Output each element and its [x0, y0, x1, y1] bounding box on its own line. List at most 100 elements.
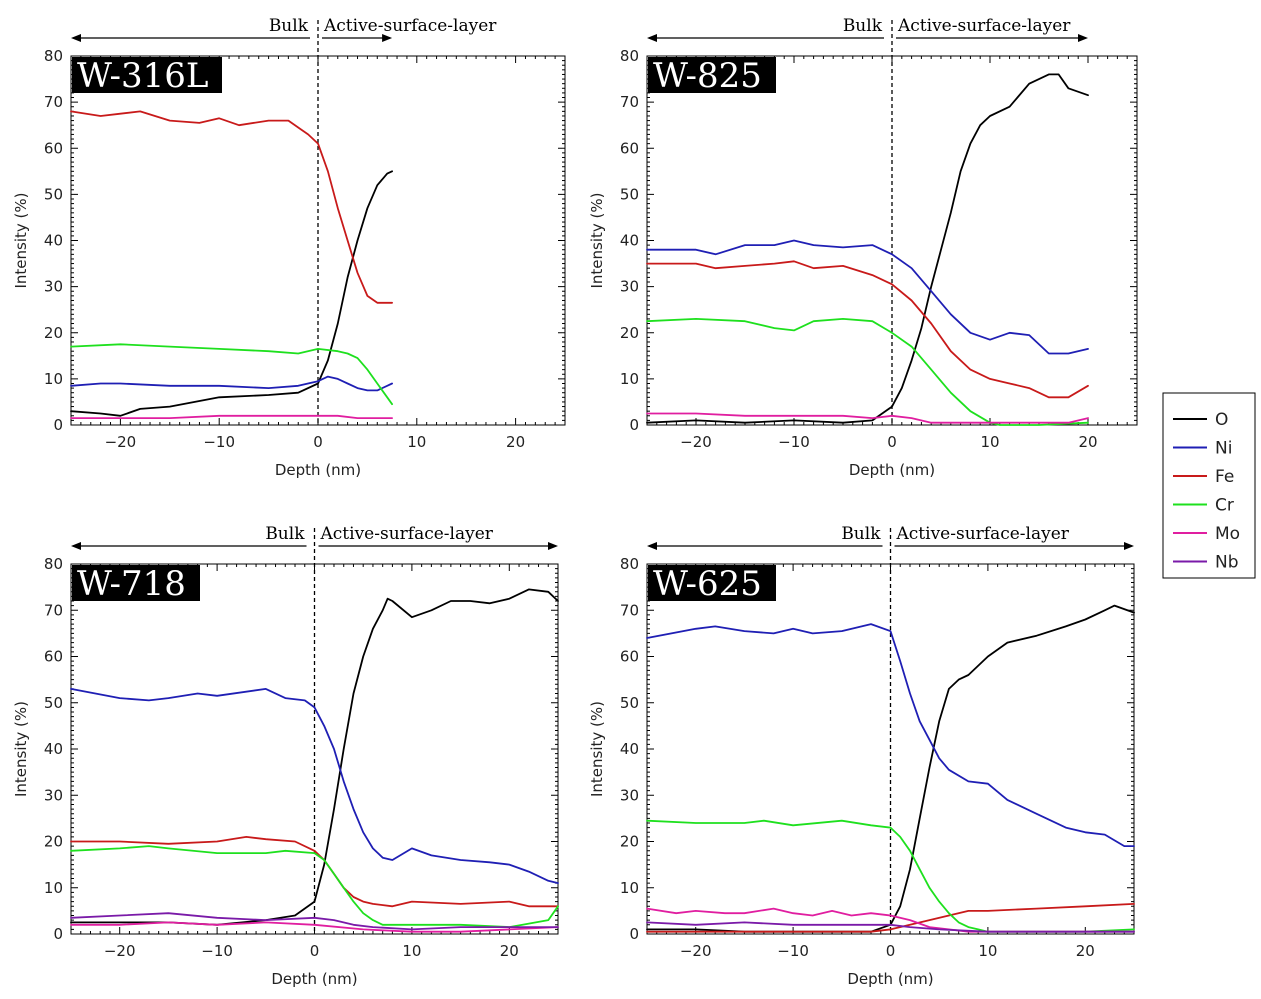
- y-tick-label: 80: [44, 555, 63, 573]
- x-axis-label: Depth (nm): [271, 970, 357, 988]
- legend-label-fe: Fe: [1215, 467, 1234, 487]
- x-tick-label: 0: [313, 433, 323, 451]
- y-tick-label: 60: [620, 648, 639, 666]
- series-line-nb: [646, 921, 1135, 933]
- series-line-cr: [70, 845, 559, 928]
- x-tick-label: −20: [680, 942, 712, 960]
- series-line-fe: [646, 903, 1135, 933]
- y-tick-label: 40: [620, 740, 639, 758]
- series-line-mo: [646, 412, 1089, 424]
- y-tick-label: 0: [629, 416, 639, 434]
- chart-panel-1: −20 −10 0 10 20 0 10 20 30 40 50 60 70 80 Depth (nm) In…: [12, 16, 566, 479]
- title-badge: [72, 565, 200, 601]
- bulk-arrowhead: [647, 34, 657, 42]
- bulk-arrowhead: [647, 542, 657, 550]
- y-tick-label: 50: [620, 694, 639, 712]
- x-tick-label: −20: [105, 433, 137, 451]
- x-tick-label: 10: [402, 942, 421, 960]
- bulk-arrowhead: [71, 542, 81, 550]
- chart-panel-3: −20 −10 0 10 20 0 10 20 30 40 50 60 70 80 Depth (nm) In…: [12, 524, 559, 988]
- y-tick-label: 20: [620, 833, 639, 851]
- y-tick-label: 80: [620, 47, 639, 65]
- y-tick-label: 60: [620, 139, 639, 157]
- x-tick-label: −20: [680, 433, 712, 451]
- legend: O Ni Fe Cr Mo Nb: [1162, 392, 1256, 579]
- y-tick-label: 70: [620, 93, 639, 111]
- y-tick-label: 10: [44, 879, 63, 897]
- y-tick-label: 60: [44, 139, 63, 157]
- series-line-ni: [70, 375, 394, 392]
- x-axis-label: Depth (nm): [275, 461, 361, 479]
- series-line-o: [646, 73, 1089, 424]
- y-axis-label: Intensity (%): [12, 701, 30, 797]
- bulk-label: Bulk: [265, 524, 305, 544]
- surface-arrowhead: [1124, 542, 1134, 550]
- series-line-mo: [70, 921, 559, 933]
- y-tick-label: 0: [629, 925, 639, 943]
- y-axis-label: Intensity (%): [588, 701, 606, 797]
- panel-title: W-625: [653, 564, 762, 604]
- bulk-label: Bulk: [269, 16, 309, 36]
- series-line-ni: [646, 623, 1135, 847]
- title-badge: [648, 57, 776, 93]
- x-axis-label: Depth (nm): [849, 461, 935, 479]
- bulk-label: Bulk: [841, 524, 881, 544]
- y-tick-label: 10: [620, 879, 639, 897]
- x-tick-label: 0: [310, 942, 320, 960]
- surface-arrowhead: [1078, 34, 1088, 42]
- legend-label-cr: Cr: [1215, 496, 1234, 516]
- y-tick-label: 40: [620, 232, 639, 250]
- x-tick-label: 10: [407, 433, 426, 451]
- series-line-cr: [646, 317, 1089, 426]
- y-tick-label: 20: [620, 324, 639, 342]
- series-line-mo: [70, 414, 394, 420]
- legend-label-nb: Nb: [1215, 553, 1239, 573]
- y-tick-label: 10: [620, 370, 639, 388]
- x-tick-label: 20: [500, 942, 519, 960]
- y-tick-label: 70: [44, 601, 63, 619]
- panels: −20 −10 0 10 20 0 10 20 30 40 50 60 70 80 Depth (nm) In…: [12, 16, 1138, 988]
- y-tick-label: 60: [44, 648, 63, 666]
- x-tick-label: 20: [1078, 433, 1097, 451]
- x-tick-label: −10: [203, 433, 235, 451]
- series-line-fe: [646, 260, 1089, 399]
- y-tick-label: 80: [44, 47, 63, 65]
- x-tick-label: −10: [201, 942, 233, 960]
- y-tick-label: 40: [44, 740, 63, 758]
- y-tick-label: 50: [620, 185, 639, 203]
- title-badge: [72, 57, 222, 93]
- y-tick-label: 80: [620, 555, 639, 573]
- y-tick-label: 70: [620, 601, 639, 619]
- x-tick-label: 0: [886, 942, 896, 960]
- panel-title: W-718: [77, 564, 186, 604]
- y-tick-label: 10: [44, 370, 63, 388]
- panel-title: W-316L: [77, 56, 208, 96]
- legend-label-ni: Ni: [1215, 439, 1232, 459]
- x-tick-label: −10: [778, 433, 810, 451]
- legend-label-o: O: [1215, 410, 1228, 430]
- y-tick-label: 30: [620, 786, 639, 804]
- x-tick-label: −10: [777, 942, 809, 960]
- legend-box: [1162, 392, 1256, 579]
- legend-label-mo: Mo: [1215, 524, 1240, 544]
- surface-layer-label: Active-surface-layer: [320, 524, 494, 544]
- y-tick-label: 0: [53, 925, 63, 943]
- series-line-o: [70, 170, 394, 417]
- bulk-label: Bulk: [843, 16, 883, 36]
- y-tick-label: 70: [44, 93, 63, 111]
- y-tick-label: 40: [44, 232, 63, 250]
- y-tick-label: 0: [53, 416, 63, 434]
- series-line-cr: [70, 343, 394, 406]
- bulk-arrowhead: [71, 34, 81, 42]
- y-axis-label: Intensity (%): [588, 192, 606, 288]
- surface-layer-label: Active-surface-layer: [896, 524, 1070, 544]
- chart-panel-4: −20 −10 0 10 20 0 10 20 30 40 50 60 70 80 Depth (nm) In…: [588, 524, 1135, 988]
- title-badge: [648, 565, 776, 601]
- y-tick-label: 50: [44, 694, 63, 712]
- series-line-fe: [70, 110, 394, 304]
- x-tick-label: 20: [1076, 942, 1095, 960]
- x-tick-label: 10: [980, 433, 999, 451]
- series-line-nb: [70, 912, 559, 931]
- surface-layer-label: Active-surface-layer: [323, 16, 497, 36]
